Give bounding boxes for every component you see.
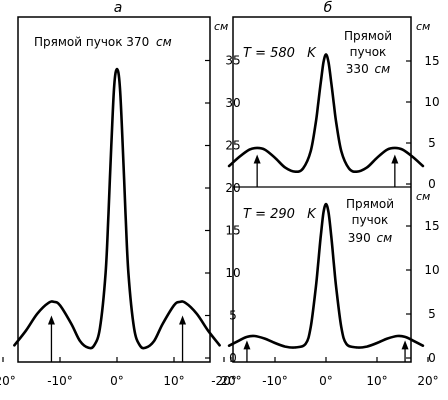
panel-b-bottom-x-tick-label: -20° — [211, 374, 237, 388]
panel-a-x-tick-label: 0° — [110, 374, 124, 388]
panel-b-top-arrow-head — [253, 154, 261, 164]
panel-b-top-y-tick-label: 15 — [424, 54, 439, 68]
panel-b-bottom-y-unit: см — [416, 190, 430, 203]
panel-b-top-y-unit: см — [416, 20, 430, 33]
panel-a-arrow-head — [179, 315, 187, 325]
panel-b-bottom-y-tick-label: 15 — [424, 219, 439, 233]
panel-b-top-y-tick-label: 0 — [428, 177, 436, 191]
panel-b-bottom-temperature-unit: K — [307, 207, 317, 222]
panel-b-top-annotation-3-value: 330 — [346, 62, 369, 76]
panel-b-top-annotation-2: пучок — [350, 45, 387, 59]
panel-a-annotation: Прямой пучок 370 см — [34, 35, 172, 49]
panel-b-bottom-y-tick-label: 0 — [428, 351, 436, 365]
panel-b-bottom-annotation-1: Прямой — [346, 197, 394, 211]
panel-b-bottom-y-tick-label: 10 — [424, 263, 439, 277]
panel-a-y-tick-label: 15 — [225, 224, 240, 238]
panel-b-label: б — [324, 0, 333, 16]
panel-b-top-annotation-1: Прямой — [344, 29, 392, 43]
panel-b-bottom-annotation-3-unit: см — [377, 231, 393, 245]
panel-b-top-series-line — [227, 53, 425, 174]
panel-b-bottom-x-tick-label: 20° — [417, 374, 438, 388]
panel-a-x-tick-label: -20° — [0, 374, 16, 388]
panel-a-y-unit: см — [214, 20, 228, 33]
panel-a-frame — [17, 16, 211, 363]
panel-b-top-arrow-head — [391, 154, 399, 164]
panel-a-annotation-unit: см — [156, 35, 172, 49]
panel-b-top-y-tick-label: 10 — [424, 95, 439, 109]
panel-a-x-tick-label: 20° — [220, 374, 241, 388]
panel-a-y-tick-label: 35 — [225, 54, 240, 68]
panel-a-x-tick-label: -10° — [47, 374, 73, 388]
panel-b-bottom-annotation-3-value: 390 — [348, 231, 371, 245]
panel-b-bottom-temperature-value: T = 290 — [243, 207, 295, 222]
panel-b-top-temperature-unit: K — [307, 46, 317, 61]
panel-b-frame — [232, 16, 412, 363]
panel-b-bottom-x-tick-label: 0° — [319, 374, 333, 388]
panel-a-y-tick-label: 5 — [229, 309, 237, 323]
panel-b-top-temperature-value: T = 580 — [243, 46, 295, 61]
panel-a-y-tick-label: 0 — [229, 351, 237, 365]
panel-b-top-annotation-3: 330 см — [346, 62, 390, 76]
panel-a-y-tick-label: 25 — [225, 139, 240, 153]
panel-b-top-annotation-3-unit: см — [375, 62, 391, 76]
panel-a-label: а — [114, 0, 123, 16]
panel-a-arrow-head — [47, 315, 55, 325]
panel-b-bottom-annotation-3: 390 см — [348, 231, 392, 245]
panel-b-bottom-y-tick-label: 5 — [428, 307, 436, 321]
panel-a-annotation-text: Прямой пучок 370 — [34, 35, 149, 49]
panel-a-y-tick-label: 30 — [225, 96, 240, 110]
panel-b-bottom-arrow-head — [401, 340, 409, 350]
panel-b-top-temperature: T = 580 K — [243, 46, 317, 61]
panel-a-series-line — [13, 67, 221, 350]
panel-b-bottom-temperature: T = 290 K — [243, 207, 317, 222]
panel-b-bottom-annotation-2: пучок — [352, 213, 389, 227]
panel-a-x-tick-label: 10° — [163, 374, 184, 388]
panel-b-bottom-x-tick-label: 10° — [366, 374, 387, 388]
panel-a-y-tick-label: 10 — [225, 266, 240, 280]
panel-b-top-y-tick-label: 5 — [428, 136, 436, 150]
panel-b-bottom-series-line — [227, 202, 425, 349]
panel-a-y-tick-label: 20 — [225, 181, 240, 195]
panel-b-bottom-x-tick-label: -10° — [262, 374, 288, 388]
panel-b-bottom-arrow-head — [243, 340, 251, 350]
chart-marks: 0 5 10 15 20 25 30 35 -20° -10° 0° 10° 20° 0 5 10 15 0 5 10… — [0, 53, 440, 388]
